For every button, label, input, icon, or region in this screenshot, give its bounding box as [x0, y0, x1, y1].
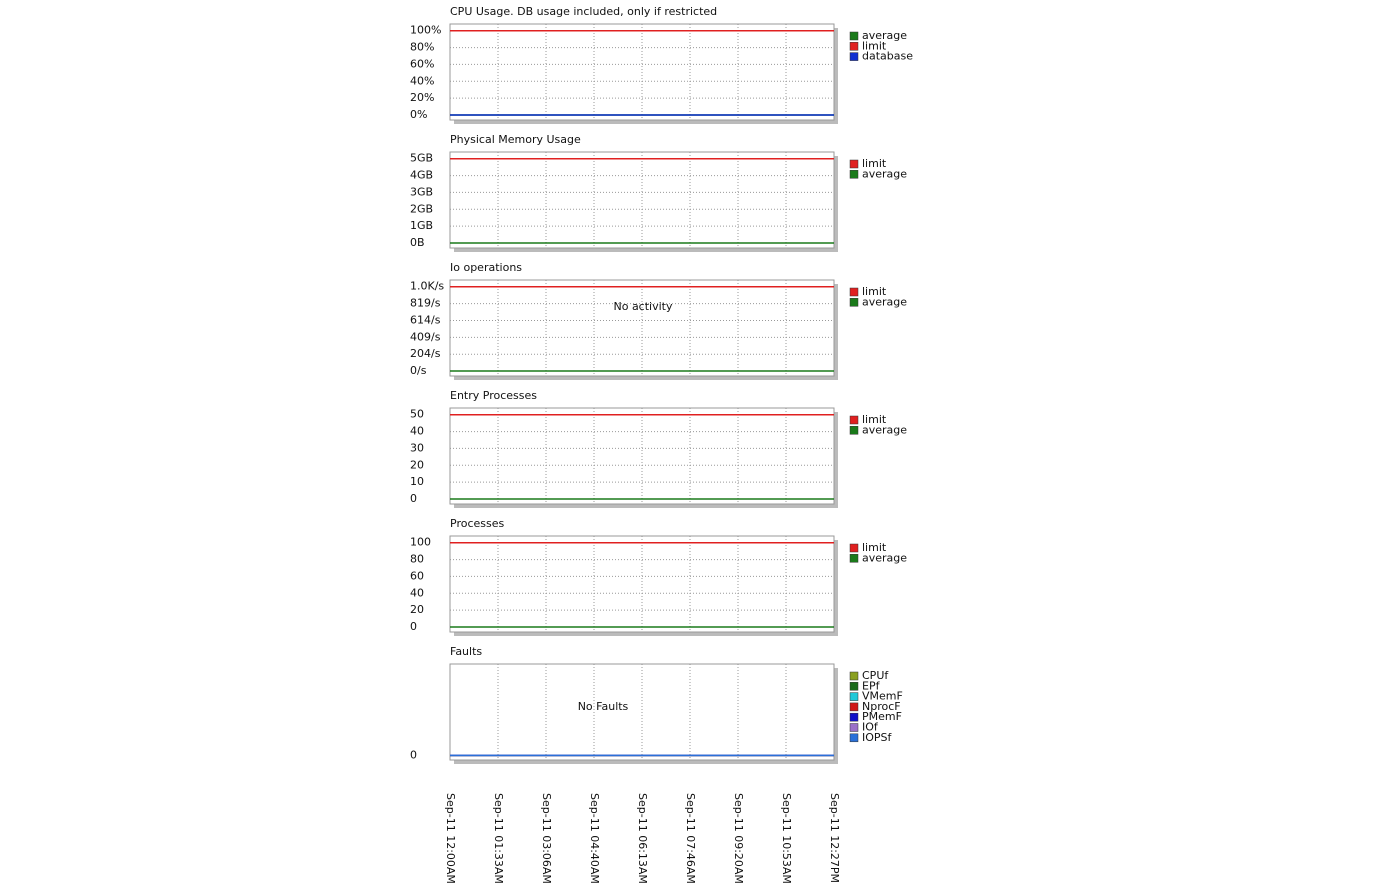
legend-label: IOf — [862, 721, 879, 734]
legend-swatch — [849, 159, 859, 169]
chart-title: Faults — [450, 645, 482, 658]
legend-label: limit — [862, 541, 887, 554]
y-tick-label: 20% — [410, 91, 434, 104]
legend-label: average — [862, 295, 907, 308]
legend-swatch — [849, 712, 859, 722]
y-tick-label: 60 — [410, 569, 424, 582]
annotation: No Faults — [578, 700, 629, 713]
y-tick-label: 50 — [410, 408, 424, 421]
chart-title: Processes — [450, 517, 504, 530]
legend-swatch — [849, 287, 859, 297]
legend-label: EPf — [862, 679, 881, 692]
y-tick-label: 614/s — [410, 313, 441, 326]
legend-swatch — [849, 554, 859, 563]
legend-label: average — [862, 167, 907, 180]
legend-swatch — [849, 426, 859, 435]
legend-label: average — [862, 551, 907, 564]
annotation: No activity — [613, 300, 672, 313]
chart-title: Entry Processes — [450, 389, 537, 402]
y-tick-label: 409/s — [410, 330, 441, 343]
y-tick-label: 40 — [410, 425, 424, 438]
y-tick-label: 0/s — [410, 364, 427, 377]
legend-label: average — [862, 29, 907, 42]
legend-swatch — [849, 692, 859, 701]
y-tick-label: 3GB — [410, 185, 433, 198]
x-tick-label: Sep-11 07:46AM — [684, 793, 697, 884]
y-tick-label: 0B — [410, 236, 425, 249]
chart-title: Physical Memory Usage — [450, 133, 581, 146]
legend-swatch — [849, 682, 859, 691]
y-tick-label: 40 — [410, 586, 424, 599]
x-tick-label: Sep-11 06:13AM — [636, 793, 649, 884]
legend-swatch — [849, 42, 859, 51]
chart-title: Io operations — [450, 261, 522, 274]
x-tick-label: Sep-11 09:20AM — [732, 793, 745, 884]
legend-swatch — [849, 671, 859, 681]
legend-label: limit — [862, 413, 887, 426]
legend-label: database — [862, 50, 913, 63]
legend-label: limit — [862, 157, 887, 170]
y-tick-label: 80% — [410, 41, 434, 54]
y-tick-label: 40% — [410, 74, 434, 87]
y-tick-label: 100% — [410, 24, 441, 37]
legend-swatch — [849, 702, 859, 712]
legend-label: VMemF — [862, 690, 903, 703]
legend-label: limit — [862, 39, 887, 52]
y-tick-label: 0 — [410, 620, 417, 633]
x-tick-label: Sep-11 01:33AM — [492, 793, 505, 884]
x-tick-label: Sep-11 12:27PM — [828, 793, 841, 883]
x-tick-label: Sep-11 03:06AM — [540, 793, 553, 884]
y-tick-label: 80 — [410, 553, 424, 566]
y-tick-label: 20 — [410, 458, 424, 471]
chart-title: CPU Usage. DB usage included, only if re… — [450, 5, 717, 18]
legend-swatch — [849, 170, 859, 179]
legend-label: IOPSf — [862, 731, 893, 744]
legend-label: PMemF — [862, 710, 902, 723]
x-tick-label: Sep-11 04:40AM — [588, 793, 601, 884]
y-tick-label: 60% — [410, 57, 434, 70]
y-tick-label: 0 — [410, 492, 417, 505]
y-tick-label: 1.0K/s — [410, 280, 444, 293]
legend-label: NprocF — [862, 700, 901, 713]
y-tick-label: 20 — [410, 603, 424, 616]
y-tick-label: 30 — [410, 441, 424, 454]
y-tick-label: 2GB — [410, 202, 433, 215]
legend-label: CPUf — [862, 669, 889, 682]
y-tick-label: 100 — [410, 536, 431, 549]
y-tick-label: 0 — [410, 748, 417, 761]
legend-swatch — [849, 31, 859, 41]
x-tick-label: Sep-11 10:53AM — [780, 793, 793, 884]
y-tick-label: 5GB — [410, 152, 433, 165]
y-tick-label: 204/s — [410, 347, 441, 360]
legend-swatch — [849, 415, 859, 425]
y-tick-label: 1GB — [410, 219, 433, 232]
legend-swatch — [849, 723, 859, 732]
legend-swatch — [849, 543, 859, 553]
x-tick-label: Sep-11 12:00AM — [444, 793, 457, 884]
legend-swatch — [849, 52, 859, 61]
legend-label: average — [862, 423, 907, 436]
y-tick-label: 0% — [410, 108, 427, 121]
y-tick-label: 819/s — [410, 297, 441, 310]
legend-swatch — [849, 733, 859, 743]
y-tick-label: 10 — [410, 475, 424, 488]
legend-label: limit — [862, 285, 887, 298]
y-tick-label: 4GB — [410, 169, 433, 182]
legend-swatch — [849, 298, 859, 307]
